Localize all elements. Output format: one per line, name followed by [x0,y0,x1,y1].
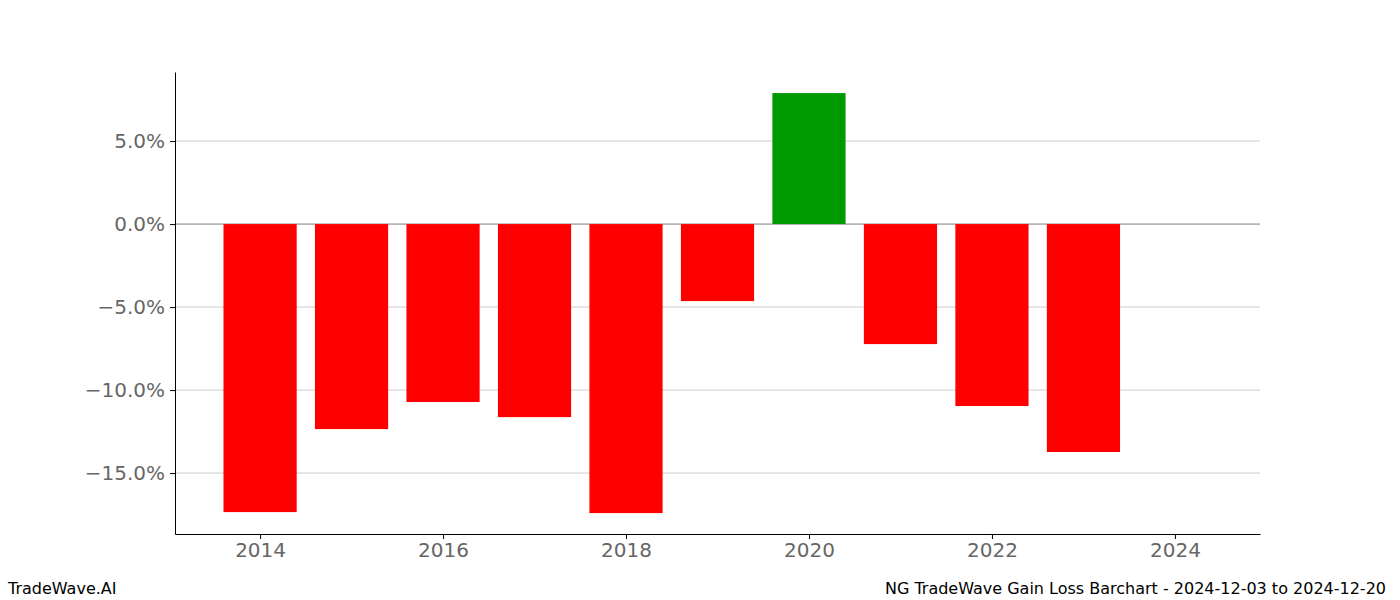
y-tick-mark [170,141,175,142]
y-tick: 0.0% [114,212,175,236]
bar [864,224,937,344]
y-tick-mark [170,473,175,474]
x-axis: 2014 2016 2018 2020 2022 2024 [176,534,1261,562]
x-tick-label: 2020 [784,538,835,562]
bar [681,224,754,301]
bar [1047,224,1120,452]
x-tick: 2018 [601,534,652,562]
watermark: TradeWave.AI [7,579,116,598]
x-tick: 2024 [1150,534,1201,562]
grid [175,141,1260,473]
x-tick-label: 2016 [418,538,469,562]
y-tick-mark [170,307,175,308]
y-tick: −15.0% [85,461,175,485]
y-tick: −10.0% [85,378,175,402]
x-tick: 2022 [967,534,1018,562]
bar [223,224,296,512]
x-tick: 2020 [784,534,835,562]
y-axis-line [175,73,176,535]
y-tick-label: −5.0% [97,295,165,319]
bar [315,224,388,429]
grid-line [175,141,1260,142]
y-tick: 5.0% [114,129,175,153]
y-axis: −15.0% −10.0% −5.0% 0.0% 5.0% [85,73,176,535]
x-tick-label: 2018 [601,538,652,562]
grid-line [175,473,1260,474]
bar [498,224,571,417]
bars [223,93,1120,513]
x-tick: 2014 [235,534,286,562]
bar [772,93,845,224]
x-tick-label: 2014 [235,538,286,562]
title: NG TradeWave Gain Loss Barchart - 2024-1… [885,579,1386,598]
bar [406,224,479,402]
x-axis-line [176,534,1261,535]
y-tick-mark [170,390,175,391]
chart: −15.0% −10.0% −5.0% 0.0% 5.0% 2014 2016 2018 202… [0,0,1400,600]
y-tick-label: 0.0% [114,212,165,236]
x-tick-label: 2024 [1150,538,1201,562]
bar [589,224,662,513]
y-tick: −5.0% [97,295,175,319]
y-tick-label: −10.0% [85,378,165,402]
y-tick-mark [170,224,175,225]
y-tick-label: −15.0% [85,461,165,485]
bar [955,224,1028,406]
x-tick-label: 2022 [967,538,1018,562]
x-tick: 2016 [418,534,469,562]
y-tick-label: 5.0% [114,129,165,153]
